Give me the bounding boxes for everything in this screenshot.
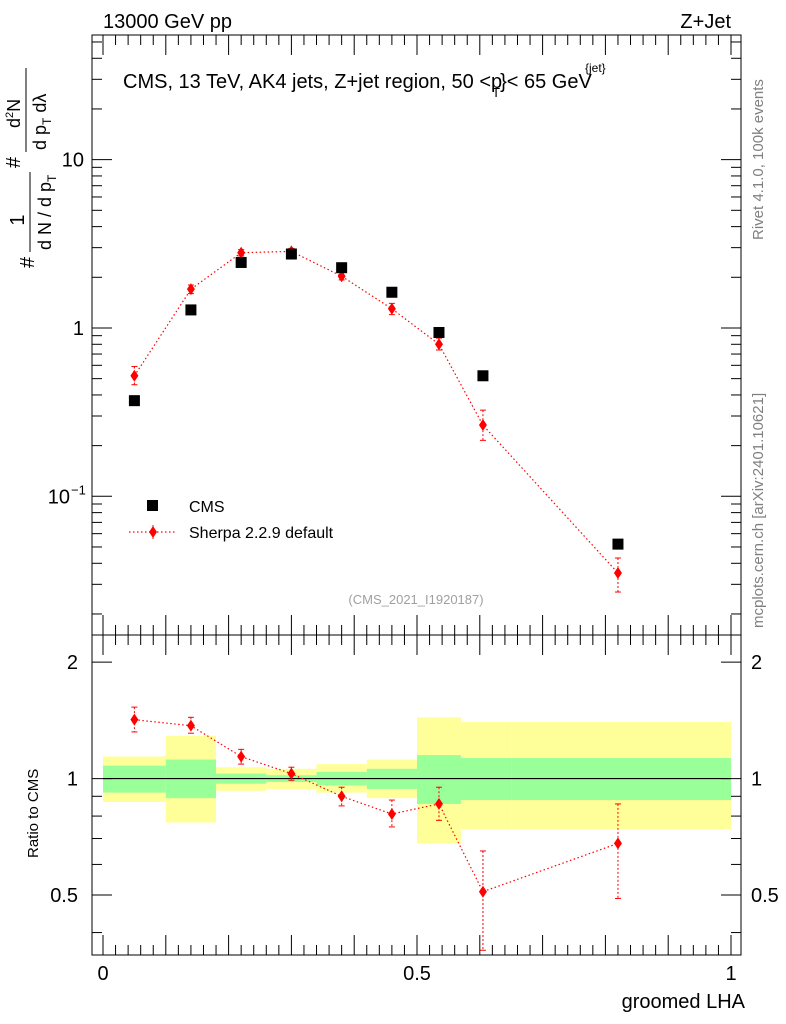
ratio-panel: 2 2 1 1 0.5 0.5 0 0.5 1 Ratio to CMS groomed LHA (25, 634, 779, 1013)
sherpa-point (130, 369, 139, 382)
rivet-version-label: Rivet 4.1.0, 100k events (750, 79, 767, 240)
header-energy-label: 13000 GeV pp (103, 11, 232, 33)
plot-title: CMS, 13 TeV, AK4 jets, Z+jet region, 50 … (123, 71, 592, 100)
sherpa-point (478, 419, 487, 432)
sherpa-point (613, 567, 622, 580)
main-y-tick-label-sup: −1 (71, 482, 86, 497)
ratio-y-axis-label: Ratio to CMS (25, 769, 42, 858)
ratio-point (387, 807, 396, 820)
cms-point (386, 286, 398, 298)
legend-label-cms: CMS (189, 499, 225, 516)
ylabel-hash-1: # (17, 256, 39, 268)
ylabel-frac1-den: d N / d pT (35, 174, 59, 250)
ratio-y-tick-label-right: 2 (751, 652, 762, 674)
x-tick-label: 1 (725, 963, 736, 985)
ratio-point (337, 790, 346, 803)
plot-title-tail: }< 65 GeV (500, 71, 592, 93)
ratio-ticks: 2 2 1 1 0.5 0.5 0 0.5 1 (50, 635, 779, 985)
main-y-axis-label: # 1 d N / d pT # d2N d pT dλ (3, 68, 59, 268)
legend-label-sherpa: Sherpa 2.2.9 default (189, 525, 334, 542)
ratio-y-tick-label-right: 1 (751, 769, 762, 791)
legend: CMS Sherpa 2.2.9 default (129, 499, 334, 542)
cms-point (336, 262, 348, 274)
ratio-point (478, 885, 487, 898)
ratio-point (186, 719, 195, 732)
cms-point (235, 256, 247, 268)
x-axis-label: groomed LHA (622, 991, 746, 1013)
sherpa-point (387, 302, 396, 315)
ratio-point (434, 797, 443, 810)
ylabel-hash-2: # (3, 156, 25, 168)
ratio-y-tick-label-right: 0.5 (751, 885, 779, 907)
sherpa-line (133, 250, 619, 574)
ylabel-frac2-num: d2N (4, 99, 24, 128)
main-y-tick-label: 1 (73, 318, 84, 340)
mcplots-label: mcplots.cern.ch [arXiv:2401.10621] (750, 393, 767, 628)
ratio-bands (103, 717, 731, 844)
cms-point (433, 326, 445, 338)
legend-marker-cms (147, 500, 158, 511)
ratio-point (237, 750, 246, 763)
ratio-point (130, 713, 139, 726)
ratio-sherpa-line (134, 719, 619, 893)
ratio-point (613, 837, 622, 850)
cms-point (128, 395, 140, 407)
sherpa-point (186, 283, 195, 296)
ratio-y-tick-label-left: 1 (67, 769, 78, 791)
main-y-tick-label: 10 (48, 486, 70, 508)
cms-point (612, 538, 624, 550)
ratio-y-tick-label-left: 0.5 (50, 885, 78, 907)
cms-point (185, 304, 197, 316)
legend-marker-sherpa (149, 526, 157, 538)
x-tick-label: 0.5 (403, 963, 431, 985)
analysis-watermark: (CMS_2021_I1920187) (348, 592, 483, 607)
plot-title-sup: {jet} (585, 61, 606, 75)
x-tick-label: 0 (97, 963, 108, 985)
ratio-plot-area (130, 706, 622, 951)
plot-title-sub: T (492, 85, 500, 100)
main-frame (91, 34, 742, 636)
header-process-label: Z+Jet (680, 11, 731, 33)
cms-point (477, 370, 489, 382)
sherpa-point (434, 338, 443, 351)
main-plot-area (128, 245, 624, 593)
ratio-y-tick-label-left: 2 (67, 652, 78, 674)
cms-point (285, 248, 297, 260)
main-y-tick-label: 10 (62, 150, 84, 172)
ylabel-frac1-num: 1 (7, 214, 29, 225)
sherpa-point (237, 246, 246, 259)
ylabel-frac2-den: d pT dλ (30, 94, 54, 150)
ratio-point (287, 767, 296, 780)
